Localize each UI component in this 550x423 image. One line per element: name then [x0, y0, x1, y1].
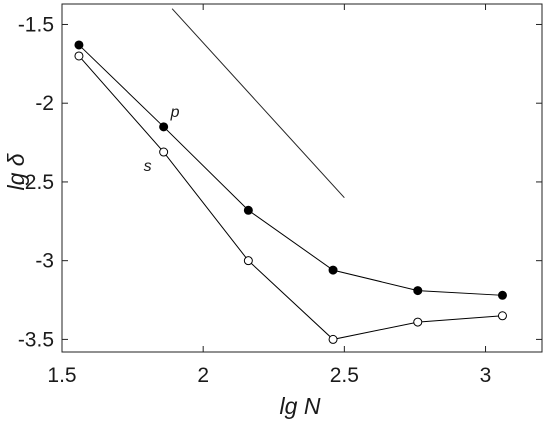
data-point-s	[413, 317, 423, 327]
ticks	[61, 4, 542, 352]
y-tick-label: -2	[35, 92, 54, 115]
series-label-s: s	[144, 158, 152, 175]
x-tick-label: 2.5	[330, 364, 359, 387]
data-point-p	[413, 286, 423, 296]
y-tick-label: -2.5	[18, 171, 54, 194]
x-tick-label: 3	[480, 364, 492, 387]
series-labels: ps	[144, 104, 180, 175]
data-point-p	[243, 205, 253, 215]
data-point-p	[328, 265, 338, 275]
data-point-p	[74, 40, 84, 50]
tick-labels: 1.5 2 2.5 3 -1.5 -2 -2.5 -3 -3.5	[18, 13, 492, 387]
data-point-p	[497, 290, 507, 300]
plot-frame	[61, 3, 543, 353]
data-point-s	[243, 256, 253, 266]
data-point-s	[497, 311, 507, 321]
y-tick-label: -3	[35, 250, 54, 273]
series-label-p: p	[170, 104, 180, 121]
y-axis-label: lg δ	[3, 153, 29, 190]
data-point-s	[74, 51, 84, 61]
x-axis-label: lg N	[280, 393, 321, 419]
y-tick-label: -1.5	[18, 13, 54, 36]
series-line-p	[78, 44, 503, 296]
series-group	[74, 40, 507, 344]
data-point-p	[159, 122, 169, 132]
x-tick-label: 2	[197, 364, 209, 387]
data-point-s	[328, 334, 338, 344]
y-tick-label: -3.5	[18, 328, 54, 351]
series-line-s	[78, 55, 503, 340]
reference-line-group	[171, 8, 345, 199]
reference-line	[171, 8, 345, 199]
data-point-s	[159, 147, 169, 157]
x-tick-label: 1.5	[47, 364, 76, 387]
